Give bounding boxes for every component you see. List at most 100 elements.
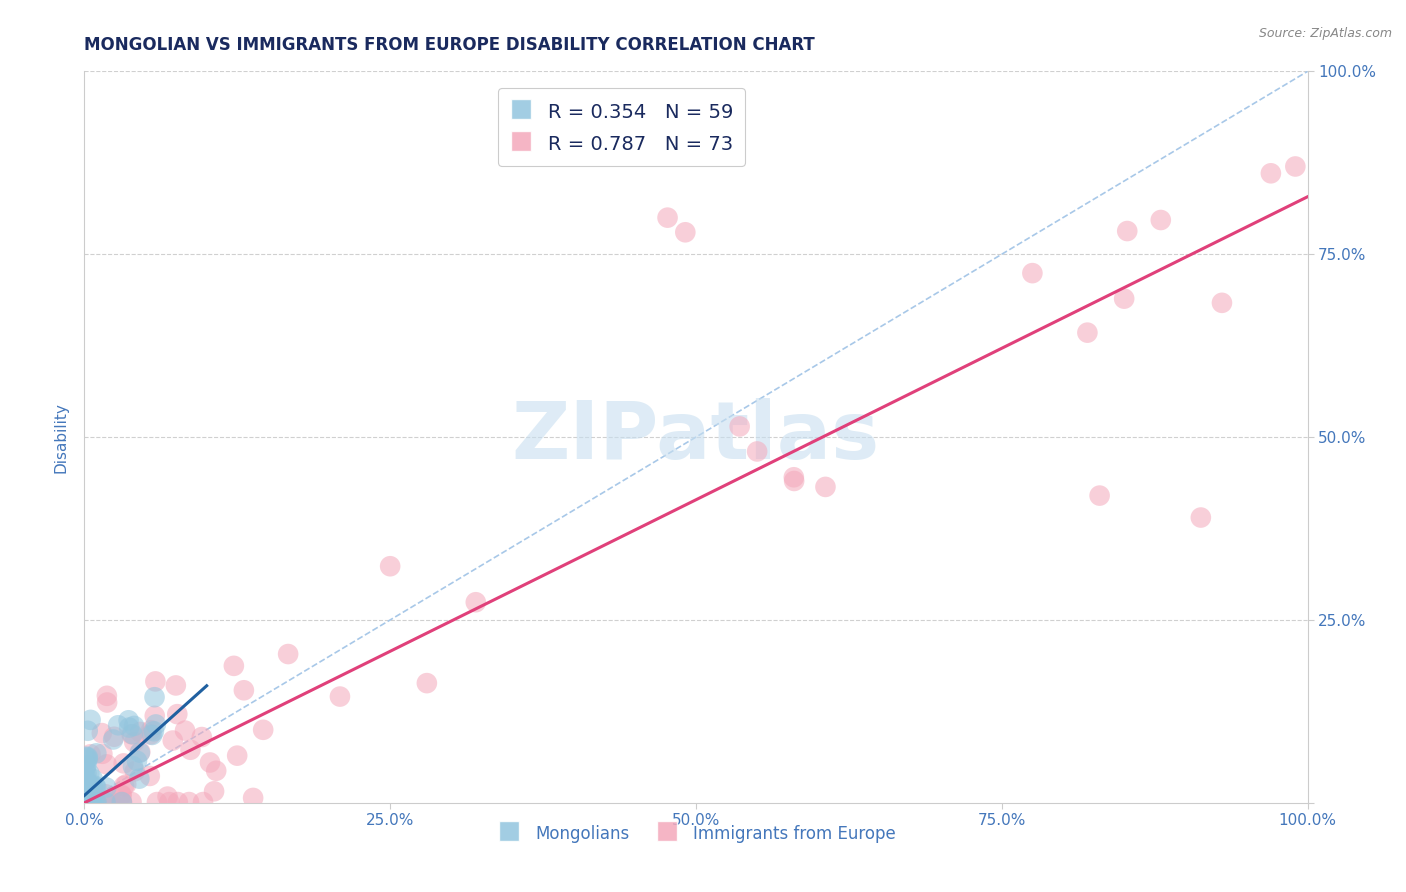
Point xyxy=(103,732,125,747)
Point xyxy=(82,772,104,786)
Point xyxy=(91,795,114,809)
Point xyxy=(76,753,98,767)
Y-axis label: Disability: Disability xyxy=(53,401,69,473)
Point xyxy=(100,795,122,809)
Point xyxy=(76,795,98,809)
Point xyxy=(166,795,188,809)
Point xyxy=(191,795,214,809)
Point xyxy=(96,696,118,710)
Point xyxy=(82,795,104,809)
Point xyxy=(191,730,214,744)
Point xyxy=(157,795,180,809)
Point xyxy=(464,595,486,609)
Point xyxy=(156,789,179,804)
Point xyxy=(79,747,101,762)
Point xyxy=(75,749,97,764)
Point xyxy=(1150,213,1173,227)
Point xyxy=(783,474,806,488)
Point xyxy=(202,784,225,798)
Point xyxy=(122,735,145,749)
Point xyxy=(76,795,98,809)
Point xyxy=(783,470,806,484)
Point xyxy=(111,795,134,809)
Point xyxy=(242,791,264,805)
Point xyxy=(84,795,107,809)
Point xyxy=(86,795,108,809)
Point xyxy=(747,444,769,458)
Point xyxy=(75,795,97,809)
Point xyxy=(329,690,352,704)
Point xyxy=(80,795,103,809)
Point xyxy=(96,757,118,772)
Point xyxy=(80,795,103,809)
Point xyxy=(75,772,97,787)
Point xyxy=(86,795,108,809)
Point xyxy=(416,676,439,690)
Point xyxy=(94,795,117,809)
Point xyxy=(139,727,162,741)
Point xyxy=(673,225,696,239)
Point xyxy=(93,795,115,809)
Point xyxy=(112,779,135,793)
Point xyxy=(129,725,152,739)
Point xyxy=(1021,266,1043,280)
Point xyxy=(380,559,402,574)
Point xyxy=(111,788,134,802)
Point xyxy=(90,726,112,740)
Point xyxy=(128,772,150,786)
Point xyxy=(76,750,98,764)
Point xyxy=(77,795,100,809)
Point xyxy=(76,795,98,809)
Point xyxy=(125,754,148,768)
Point xyxy=(1076,326,1098,340)
Point xyxy=(179,743,201,757)
Point xyxy=(76,751,98,765)
Point xyxy=(82,795,104,809)
Point xyxy=(91,747,114,761)
Point xyxy=(139,723,162,738)
Legend: Mongolians, Immigrants from Europe: Mongolians, Immigrants from Europe xyxy=(489,817,903,849)
Point xyxy=(75,795,97,809)
Text: Source: ZipAtlas.com: Source: ZipAtlas.com xyxy=(1258,27,1392,40)
Point xyxy=(96,780,118,795)
Point xyxy=(75,773,97,788)
Point xyxy=(226,748,249,763)
Point xyxy=(198,756,221,770)
Point xyxy=(142,724,165,739)
Point xyxy=(128,746,150,760)
Point xyxy=(76,766,98,780)
Point xyxy=(107,718,129,732)
Point xyxy=(122,759,145,773)
Point xyxy=(75,783,97,797)
Point xyxy=(141,728,163,742)
Point xyxy=(79,795,101,809)
Point xyxy=(75,795,97,809)
Point xyxy=(252,723,274,737)
Point xyxy=(122,719,145,733)
Point xyxy=(117,713,139,727)
Point xyxy=(166,707,188,722)
Point xyxy=(75,783,97,797)
Point xyxy=(232,683,254,698)
Point xyxy=(115,777,138,791)
Point xyxy=(1088,489,1111,503)
Point xyxy=(84,780,107,795)
Point xyxy=(145,717,167,731)
Point xyxy=(82,780,104,794)
Point xyxy=(1189,510,1212,524)
Point xyxy=(111,795,134,809)
Point xyxy=(1260,166,1282,180)
Point xyxy=(143,690,166,705)
Point xyxy=(124,764,146,779)
Point xyxy=(121,727,143,741)
Point xyxy=(121,727,143,741)
Point xyxy=(110,789,132,803)
Point xyxy=(84,795,107,809)
Point xyxy=(75,795,97,809)
Point xyxy=(165,678,187,692)
Point xyxy=(1284,160,1306,174)
Point xyxy=(103,730,125,744)
Point xyxy=(205,764,228,778)
Point xyxy=(112,756,135,771)
Point xyxy=(145,674,167,689)
